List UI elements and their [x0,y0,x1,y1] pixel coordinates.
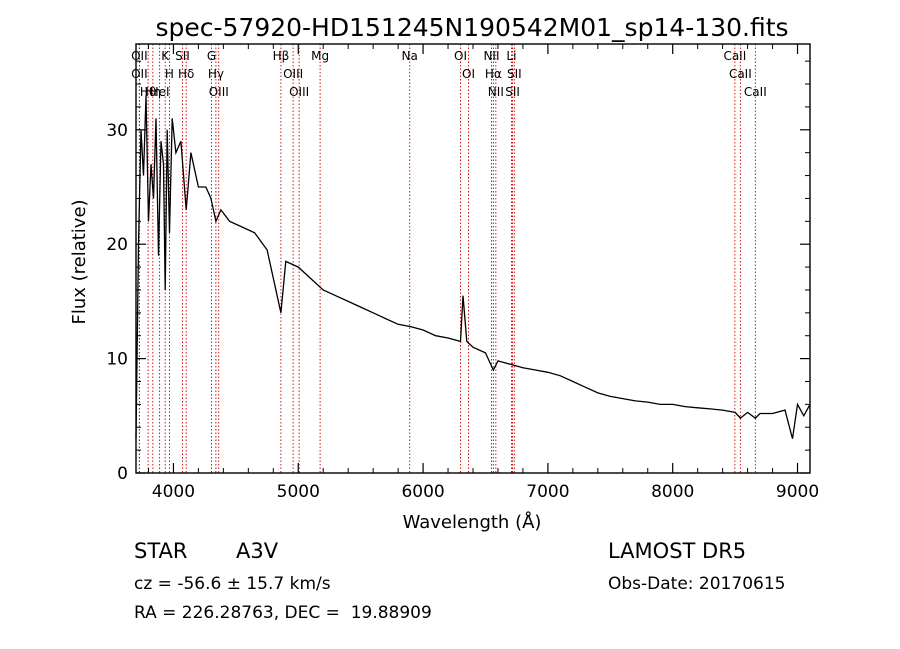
spectral-line-label: OIII [289,85,309,99]
object-class: STAR [134,539,188,563]
observation-date: Obs-Date: 20170615 [608,574,786,594]
spectral-line-label: OIII [283,67,303,81]
ra-dec-coordinates: RA = 226.28763, DEC = 19.88909 [134,603,432,623]
spectral-line-label: SII [507,67,522,81]
spectral-line-label: Hγ [208,67,224,81]
chart-title: spec-57920-HD151245N190542M01_sp14-130.f… [155,13,788,42]
spectral-lines-layer [138,44,756,473]
x-tick-label: 5000 [277,482,320,502]
spectral-line-label: CaII [744,85,767,99]
spectral-line-label: OII [131,67,148,81]
x-tick-label: 9000 [776,482,819,502]
x-tick-label: 6000 [401,482,444,502]
spectrum-series-line [135,95,811,439]
spectral-line-label: NII [483,49,499,63]
spectral-line-label: Hδ [178,67,194,81]
spectral-line-label: OII [131,49,148,63]
spectral-line-label: CaII [723,49,746,63]
spectral-line-label: Hθ [140,85,156,99]
spectral-line-label: Mg [311,49,329,63]
spectral-line-label: Li [506,49,516,63]
spectral-line-label: SII [505,85,520,99]
y-tick-label: 10 [106,350,128,370]
spectral-line-label: H [165,67,174,81]
object-subclass: A3V [236,539,279,563]
spectral-line-label: NII [488,85,504,99]
spectral-line-label: OI [462,67,475,81]
spectral-line-label: SII [175,49,190,63]
spectral-line-label: K [161,49,170,63]
spectral-line-label: Hη [145,85,162,99]
x-tick-label: 7000 [526,482,569,502]
spectral-line-label: OIII [209,85,229,99]
spectral-line-label: Hα [485,67,502,81]
x-tick-label: 4000 [152,482,195,502]
spectral-line-label: Hβ [273,49,290,63]
survey-name: LAMOST DR5 [608,539,747,563]
y-tick-label: 0 [117,464,128,484]
spectral-line-label: HeI [150,85,170,99]
y-axis-label: Flux (relative) [69,199,90,324]
spectral-line-label: Na [402,49,418,63]
spectral-line-label: G [207,49,216,63]
spectral-line-label: OI [454,49,467,63]
x-axis-label: Wavelength (Å) [403,511,542,533]
redshift-velocity: cz = -56.6 ± 15.7 km/s [134,574,331,594]
axis-ticks-layer: 4000 5000 6000 7000 8000 9000 0 10 20 30 [106,44,819,502]
spectral-line-label: CaII [729,67,752,81]
y-tick-label: 20 [106,235,128,255]
y-tick-label: 30 [106,121,128,141]
x-tick-label: 8000 [651,482,694,502]
